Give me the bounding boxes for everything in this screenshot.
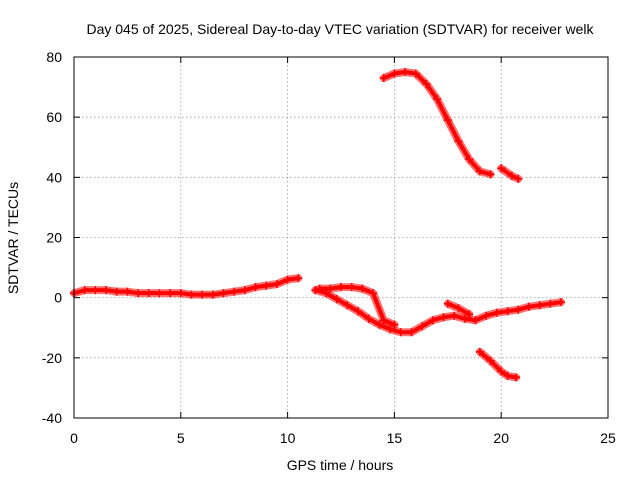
- data-point: [155, 289, 164, 298]
- y-tick-label: 20: [46, 230, 62, 246]
- data-point: [315, 284, 324, 293]
- data-point: [80, 286, 89, 295]
- data-point: [294, 274, 303, 283]
- data-point: [418, 322, 427, 331]
- data-point: [134, 289, 143, 298]
- data-point: [187, 290, 196, 299]
- y-tick-label: -40: [42, 410, 62, 426]
- series-group: [70, 68, 566, 382]
- series-line-1: [72, 276, 301, 297]
- data-point: [390, 320, 399, 329]
- data-point: [176, 289, 185, 298]
- data-point: [486, 356, 495, 365]
- data-point: [497, 367, 506, 376]
- data-point: [240, 286, 249, 295]
- data-point: [112, 287, 121, 296]
- data-point: [375, 320, 384, 329]
- x-tick-label: 0: [70, 430, 78, 446]
- data-point: [439, 313, 448, 322]
- data-point: [91, 286, 100, 295]
- data-point: [497, 164, 506, 173]
- data-point: [428, 316, 437, 325]
- axis-ticks: 0 5 10 15 20 25 -40 -20 0 20 40 60 80: [42, 49, 616, 446]
- data-point: [251, 283, 260, 292]
- y-tick-label: -20: [42, 350, 62, 366]
- data-point: [219, 289, 228, 298]
- y-tick-label: 0: [54, 290, 62, 306]
- data-point: [272, 280, 281, 289]
- data-point: [486, 170, 495, 179]
- data-point: [407, 328, 416, 337]
- data-point: [524, 302, 533, 311]
- data-point: [262, 281, 271, 290]
- x-tick-label: 20: [493, 430, 509, 446]
- series-band-5: [379, 68, 495, 179]
- data-point: [166, 289, 175, 298]
- data-point: [343, 301, 352, 310]
- data-point: [337, 283, 345, 292]
- series-line-5: [381, 70, 493, 177]
- data-point: [492, 308, 501, 317]
- data-point: [422, 80, 431, 89]
- data-point: [326, 284, 335, 293]
- data-point: [514, 305, 523, 314]
- data-point: [443, 116, 452, 125]
- data-point: [465, 155, 474, 164]
- series-band-2: [311, 286, 566, 337]
- data-point: [390, 69, 399, 78]
- y-tick-label: 80: [46, 49, 62, 65]
- data-point: [443, 299, 452, 308]
- data-point: [283, 275, 292, 284]
- data-point: [396, 328, 405, 337]
- data-point: [144, 289, 153, 298]
- chart-title: Day 045 of 2025, Sidereal Day-to-day VTE…: [86, 21, 594, 37]
- data-point: [379, 316, 388, 325]
- data-point: [433, 95, 442, 104]
- data-point: [208, 290, 217, 299]
- data-point: [507, 171, 516, 180]
- data-point: [465, 310, 474, 319]
- data-point: [198, 290, 207, 299]
- data-point: [454, 137, 463, 146]
- grid: [74, 57, 608, 418]
- data-point: [354, 307, 363, 316]
- data-point: [454, 304, 463, 313]
- data-point: [557, 298, 566, 307]
- data-point: [514, 174, 523, 183]
- y-tick-label: 40: [46, 169, 62, 185]
- x-tick-label: 25: [600, 430, 616, 446]
- data-point: [411, 69, 420, 78]
- data-point: [230, 287, 239, 296]
- data-point: [482, 311, 491, 320]
- x-tick-label: 15: [387, 430, 403, 446]
- data-point: [358, 284, 367, 293]
- data-point: [450, 311, 459, 320]
- data-point: [369, 289, 378, 298]
- data-point: [332, 295, 341, 304]
- data-point: [364, 314, 373, 323]
- data-point: [347, 283, 356, 292]
- data-point: [379, 74, 388, 83]
- data-point: [512, 373, 521, 382]
- x-tick-label: 5: [177, 430, 185, 446]
- data-point: [102, 286, 111, 295]
- y-axis-label: SDTVAR / TECUs: [5, 182, 21, 294]
- data-point: [503, 307, 512, 316]
- y-tick-label: 60: [46, 109, 62, 125]
- data-point: [546, 299, 555, 308]
- data-point: [475, 167, 484, 176]
- data-point: [471, 316, 480, 325]
- x-axis-label: GPS time / hours: [287, 457, 394, 473]
- data-point: [123, 287, 132, 296]
- data-point: [503, 371, 512, 380]
- data-point: [535, 301, 544, 310]
- data-point: [401, 68, 410, 77]
- x-tick-label: 10: [280, 430, 296, 446]
- data-point: [475, 347, 484, 356]
